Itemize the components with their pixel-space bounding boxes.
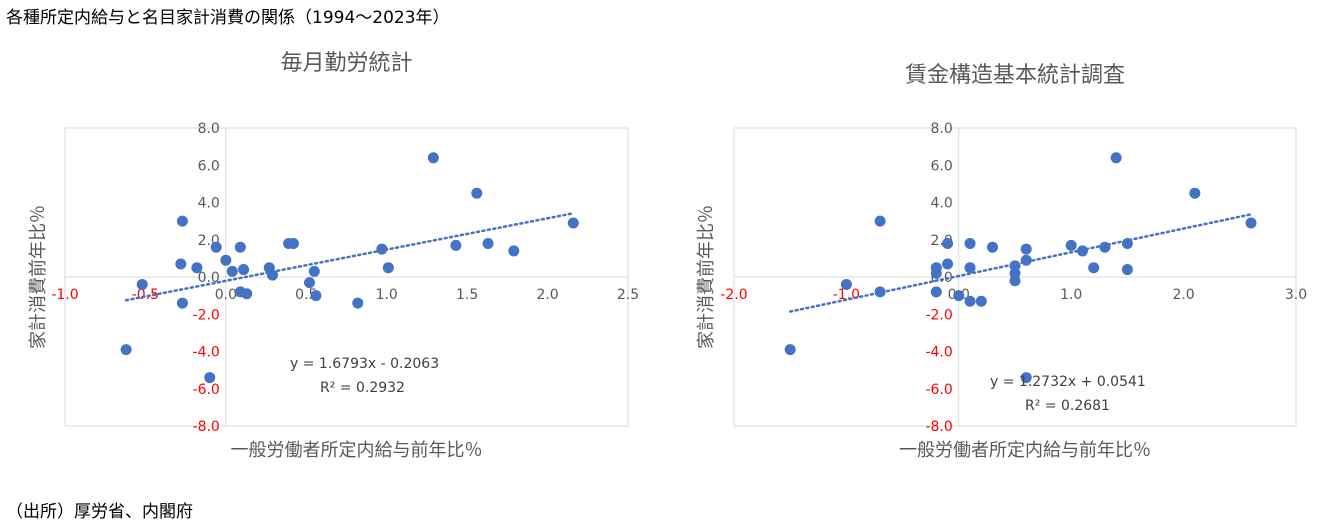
- data-point: [120, 344, 132, 356]
- y-tick-label: -4.0: [925, 345, 952, 361]
- x-tick-label: 1.0: [376, 287, 398, 303]
- y-tick-label: 4.0: [198, 196, 220, 212]
- trendline: [124, 212, 575, 302]
- data-point: [204, 372, 216, 384]
- y-tick-label: -8.0: [925, 419, 952, 435]
- data-point: [567, 217, 579, 229]
- y-tick-label: -8.0: [193, 419, 220, 435]
- data-point: [1121, 237, 1133, 249]
- data-point: [1009, 275, 1021, 287]
- data-point: [975, 295, 987, 307]
- data-point: [191, 262, 203, 274]
- data-point: [136, 278, 148, 290]
- y-axis-title: 家計消費前年比％: [696, 205, 717, 349]
- x-tick-label: 0.0: [215, 287, 237, 303]
- data-point: [964, 237, 976, 249]
- x-tick-label: -1.0: [51, 287, 78, 303]
- data-point: [1065, 239, 1077, 251]
- scatter-chart-chinkin-svg: 賃金構造基本統計調査-8.0-6.0-4.0-2.00.02.04.06.08.…: [696, 63, 1307, 461]
- chart-title: 賃金構造基本統計調査: [905, 63, 1125, 88]
- data-point: [784, 344, 796, 356]
- data-point: [942, 258, 954, 270]
- data-point: [226, 265, 238, 277]
- data-point: [210, 241, 222, 253]
- data-point: [471, 187, 483, 199]
- x-axis-title: 一般労働者所定内給与前年比％: [231, 440, 483, 461]
- data-point: [964, 262, 976, 274]
- x-tick-label: -2.0: [720, 287, 747, 303]
- y-tick-label: 6.0: [931, 158, 953, 174]
- scatter-chart-chinkin: 賃金構造基本統計調査 -8.0 -6.0 -4.0 -2.0 0.0 2.0 4.0 6.0 8.…: [668, 40, 1328, 470]
- data-point: [382, 262, 394, 274]
- data-point: [840, 278, 852, 290]
- x-tick-label: -1.0: [833, 287, 860, 303]
- page-title: 各種所定内給与と名目家計消費の関係（1994～2023年）: [6, 8, 450, 28]
- x-tick-label: 2.5: [617, 287, 639, 303]
- data-point: [176, 297, 188, 309]
- data-point: [308, 265, 320, 277]
- scatter-chart-maikin-svg: 毎月勤労統計 -8.0 -6.0 -4.0 -2.0 0.0 2.0 4.0 6.0 8.0 -1.…: [28, 51, 639, 461]
- data-point: [450, 239, 462, 251]
- data-point: [267, 269, 279, 281]
- x-tick-label: 2.0: [1172, 287, 1194, 303]
- trendline-equation: y = 1.6793x - 0.2063: [290, 356, 439, 372]
- x-tick-label: 1.5: [456, 287, 478, 303]
- chart-title: 毎月勤労統計: [280, 51, 412, 76]
- data-point: [287, 237, 299, 249]
- data-point: [1099, 241, 1111, 253]
- data-point: [1076, 245, 1088, 257]
- data-point: [930, 267, 942, 279]
- y-tick-label: 8.0: [198, 121, 220, 137]
- data-point: [376, 243, 388, 255]
- data-point: [1020, 372, 1032, 384]
- data-point: [874, 215, 886, 227]
- y-axis-title: 家計消費前年比％: [28, 205, 49, 349]
- data-point: [1088, 262, 1100, 274]
- x-tick-label: 1.0: [1060, 287, 1082, 303]
- data-point: [304, 277, 316, 289]
- y-tick-label: -2.0: [193, 307, 220, 323]
- y-tick-label: -2.0: [925, 307, 952, 323]
- trendline-r2: R² = 0.2681: [1025, 398, 1110, 414]
- data-point: [176, 215, 188, 227]
- trendline-r2: R² = 0.2932: [320, 380, 405, 396]
- y-tick-label: -4.0: [193, 345, 220, 361]
- data-point: [352, 297, 364, 309]
- data-point: [234, 241, 246, 253]
- data-point: [1110, 152, 1122, 164]
- data-point: [241, 288, 253, 300]
- y-tick-label: 6.0: [198, 158, 220, 174]
- data-point: [238, 264, 250, 276]
- trendline: [788, 213, 1253, 313]
- data-point: [1245, 217, 1257, 229]
- data-point: [930, 286, 942, 298]
- data-point: [874, 286, 886, 298]
- y-tick-label: 4.0: [931, 196, 953, 212]
- data-point: [310, 290, 322, 302]
- source-note: （出所）厚労省、内閣府: [6, 502, 193, 522]
- data-point: [508, 245, 520, 257]
- y-tick-label: -6.0: [925, 382, 952, 398]
- data-point: [942, 237, 954, 249]
- data-point: [964, 295, 976, 307]
- scatter-chart-maikin: 毎月勤労統計 -8.0 -6.0 -4.0 -2.0 0.0 2.0 4.0 6.0 8.0 -1.…: [0, 40, 660, 470]
- y-tick-label: 8.0: [931, 121, 953, 137]
- x-tick-label: 2.0: [536, 287, 558, 303]
- data-point: [1189, 187, 1201, 199]
- x-tick-label: 3.0: [1285, 287, 1307, 303]
- trendline-equation: y = 1.2732x + 0.0541: [990, 374, 1146, 390]
- data-point: [953, 290, 965, 302]
- data-point: [1020, 254, 1032, 266]
- data-point: [427, 152, 439, 164]
- data-point: [1121, 264, 1133, 276]
- x-axis-title: 一般労働者所定内給与前年比％: [899, 440, 1151, 461]
- data-point: [987, 241, 999, 253]
- data-point: [1020, 243, 1032, 255]
- data-point: [482, 237, 494, 249]
- data-point: [175, 258, 187, 270]
- y-tick-label: -6.0: [193, 382, 220, 398]
- data-point: [220, 254, 232, 266]
